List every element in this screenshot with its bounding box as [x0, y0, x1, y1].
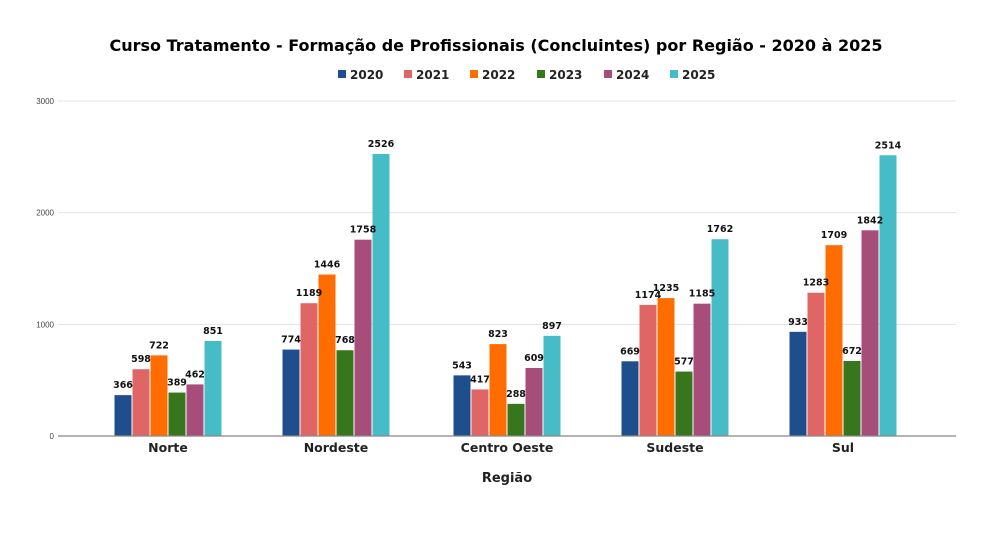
bar-norte-2022[interactable] [150, 355, 168, 436]
legend-label-2024[interactable]: 2024 [616, 68, 649, 82]
data-label: 1174 [635, 290, 662, 301]
bar-sul-2023[interactable] [843, 360, 861, 436]
legend: 2020 2021 2022 2023 2024 2025 [338, 68, 715, 82]
bar-sul-2021[interactable] [807, 292, 825, 436]
bar-norte-2021[interactable] [132, 369, 150, 436]
data-label: 577 [674, 357, 694, 368]
legend-swatch-2024 [604, 70, 612, 78]
y-axis-ticks: 0 1000 2000 3000 [36, 97, 54, 441]
bar-norte-2024[interactable] [186, 384, 204, 436]
data-label: 851 [203, 326, 223, 337]
bar-centro-oeste-2025[interactable] [543, 335, 561, 436]
data-label: 543 [452, 360, 472, 371]
bar-nordeste-2020[interactable] [282, 349, 300, 436]
y-tick-label: 0 [50, 432, 55, 441]
bar-nordeste-2021[interactable] [300, 303, 318, 436]
category-label: Centro Oeste [461, 440, 554, 455]
bar-nordeste-2024[interactable] [354, 239, 372, 436]
bar-sudeste-2021[interactable] [639, 304, 657, 436]
legend-swatch-2022 [470, 70, 478, 78]
legend-swatch-2023 [537, 70, 545, 78]
bar-sul-2022[interactable] [825, 245, 843, 436]
x-axis-title: Região [482, 471, 532, 486]
x-axis-categories: Norte Nordeste Centro Oeste Sudeste Sul [148, 440, 854, 455]
data-label: 823 [488, 329, 508, 340]
data-label: 2514 [875, 140, 902, 151]
data-label: 768 [335, 335, 355, 346]
bar-centro-oeste-2022[interactable] [489, 344, 507, 436]
legend-label-2022[interactable]: 2022 [482, 68, 515, 82]
bar-centro-oeste-2021[interactable] [471, 389, 489, 436]
bar-sul-2025[interactable] [879, 155, 897, 436]
legend-label-2025[interactable]: 2025 [682, 68, 715, 82]
bar-sudeste-2024[interactable] [693, 303, 711, 436]
data-label: 1185 [689, 289, 715, 300]
data-label: 669 [620, 346, 640, 357]
y-tick-label: 3000 [36, 97, 54, 106]
data-label: 1446 [314, 260, 341, 271]
data-label: 933 [788, 317, 808, 328]
category-label: Norte [148, 440, 188, 455]
data-label: 609 [524, 353, 544, 364]
bar-sudeste-2025[interactable] [711, 239, 729, 436]
legend-label-2021[interactable]: 2021 [416, 68, 449, 82]
bar-centro-oeste-2024[interactable] [525, 367, 543, 436]
gridlines [58, 100, 956, 325]
legend-swatch-2025 [670, 70, 678, 78]
bar-nordeste-2025[interactable] [372, 153, 390, 436]
data-label: 1235 [653, 283, 679, 294]
data-label: 722 [149, 340, 169, 351]
data-label: 288 [506, 389, 526, 400]
data-label: 1758 [350, 225, 377, 236]
data-label: 598 [131, 354, 151, 365]
category-label: Sudeste [646, 440, 703, 455]
legend-label-2023[interactable]: 2023 [549, 68, 582, 82]
data-label: 774 [281, 335, 301, 346]
bar-sul-2024[interactable] [861, 230, 879, 436]
data-label: 389 [167, 378, 187, 389]
data-label: 366 [113, 380, 133, 391]
data-label: 1762 [707, 224, 733, 235]
legend-swatch-2021 [404, 70, 412, 78]
category-label: Sul [832, 440, 854, 455]
bar-nordeste-2023[interactable] [336, 350, 354, 436]
bars [114, 153, 897, 436]
data-label: 462 [185, 369, 205, 380]
data-label: 2526 [368, 139, 395, 150]
bar-nordeste-2022[interactable] [318, 274, 336, 436]
bar-sul-2020[interactable] [789, 331, 807, 436]
bar-sudeste-2023[interactable] [675, 371, 693, 436]
data-label: 1709 [821, 230, 847, 241]
bar-sudeste-2022[interactable] [657, 298, 675, 436]
bar-centro-oeste-2020[interactable] [453, 375, 471, 436]
bar-norte-2025[interactable] [204, 340, 222, 436]
bar-centro-oeste-2023[interactable] [507, 403, 525, 436]
data-label: 1189 [296, 288, 322, 299]
y-tick-label: 2000 [36, 209, 54, 218]
chart-title: Curso Tratamento - Formação de Profissio… [109, 36, 882, 55]
legend-swatch-2020 [338, 70, 346, 78]
data-label: 672 [842, 346, 862, 357]
data-label: 1283 [803, 278, 829, 289]
legend-label-2020[interactable]: 2020 [350, 68, 383, 82]
bar-norte-2023[interactable] [168, 392, 186, 436]
y-tick-label: 1000 [36, 320, 54, 329]
data-label: 417 [470, 374, 490, 385]
bar-norte-2020[interactable] [114, 395, 132, 436]
bar-sudeste-2020[interactable] [621, 361, 639, 436]
category-label: Nordeste [304, 440, 369, 455]
data-label: 1842 [857, 215, 883, 226]
data-label: 897 [542, 321, 562, 332]
